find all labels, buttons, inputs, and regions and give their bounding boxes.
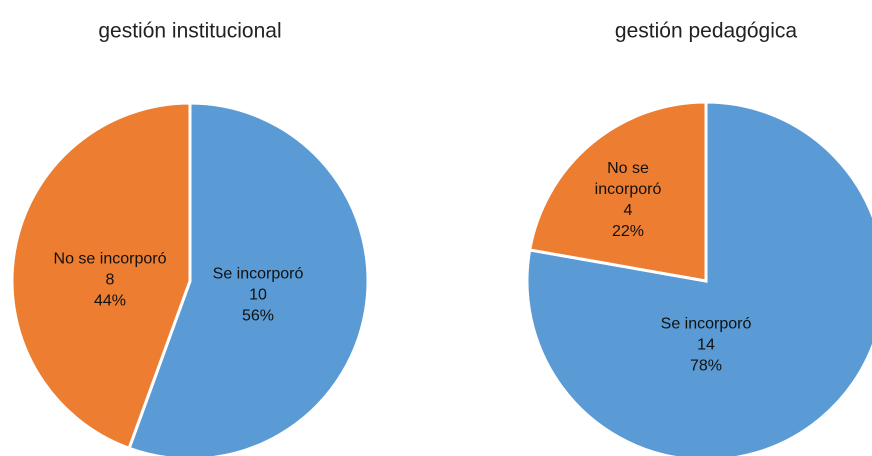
data-label: No se incorporó 8 44% [30, 249, 190, 312]
pie-slice [127, 101, 370, 456]
data-label: Se incorporó 14 78% [626, 314, 786, 377]
pie-slice [525, 100, 872, 456]
data-label: Se incorporó 10 56% [188, 264, 328, 327]
percent-label: 44% [93, 292, 127, 310]
percent-label: 56% [241, 307, 275, 325]
category-label: No se incorporó [594, 160, 662, 198]
value-label: 8 [105, 271, 115, 289]
pie-slice [10, 101, 192, 451]
category-label: Se incorporó [212, 265, 304, 283]
value-label: 4 [623, 202, 633, 219]
pie-slice [527, 100, 708, 283]
data-label: No se incorporó 4 22% [588, 158, 668, 242]
category-label: No se incorporó [53, 250, 167, 268]
category-label: Se incorporó [660, 315, 752, 333]
chart-title: gestión institucional [98, 20, 281, 43]
chart-title: gestión pedagógica [615, 20, 797, 43]
value-label: 14 [697, 336, 715, 354]
value-label: 10 [249, 286, 267, 304]
percent-label: 22% [611, 223, 645, 240]
percent-label: 78% [689, 357, 723, 375]
